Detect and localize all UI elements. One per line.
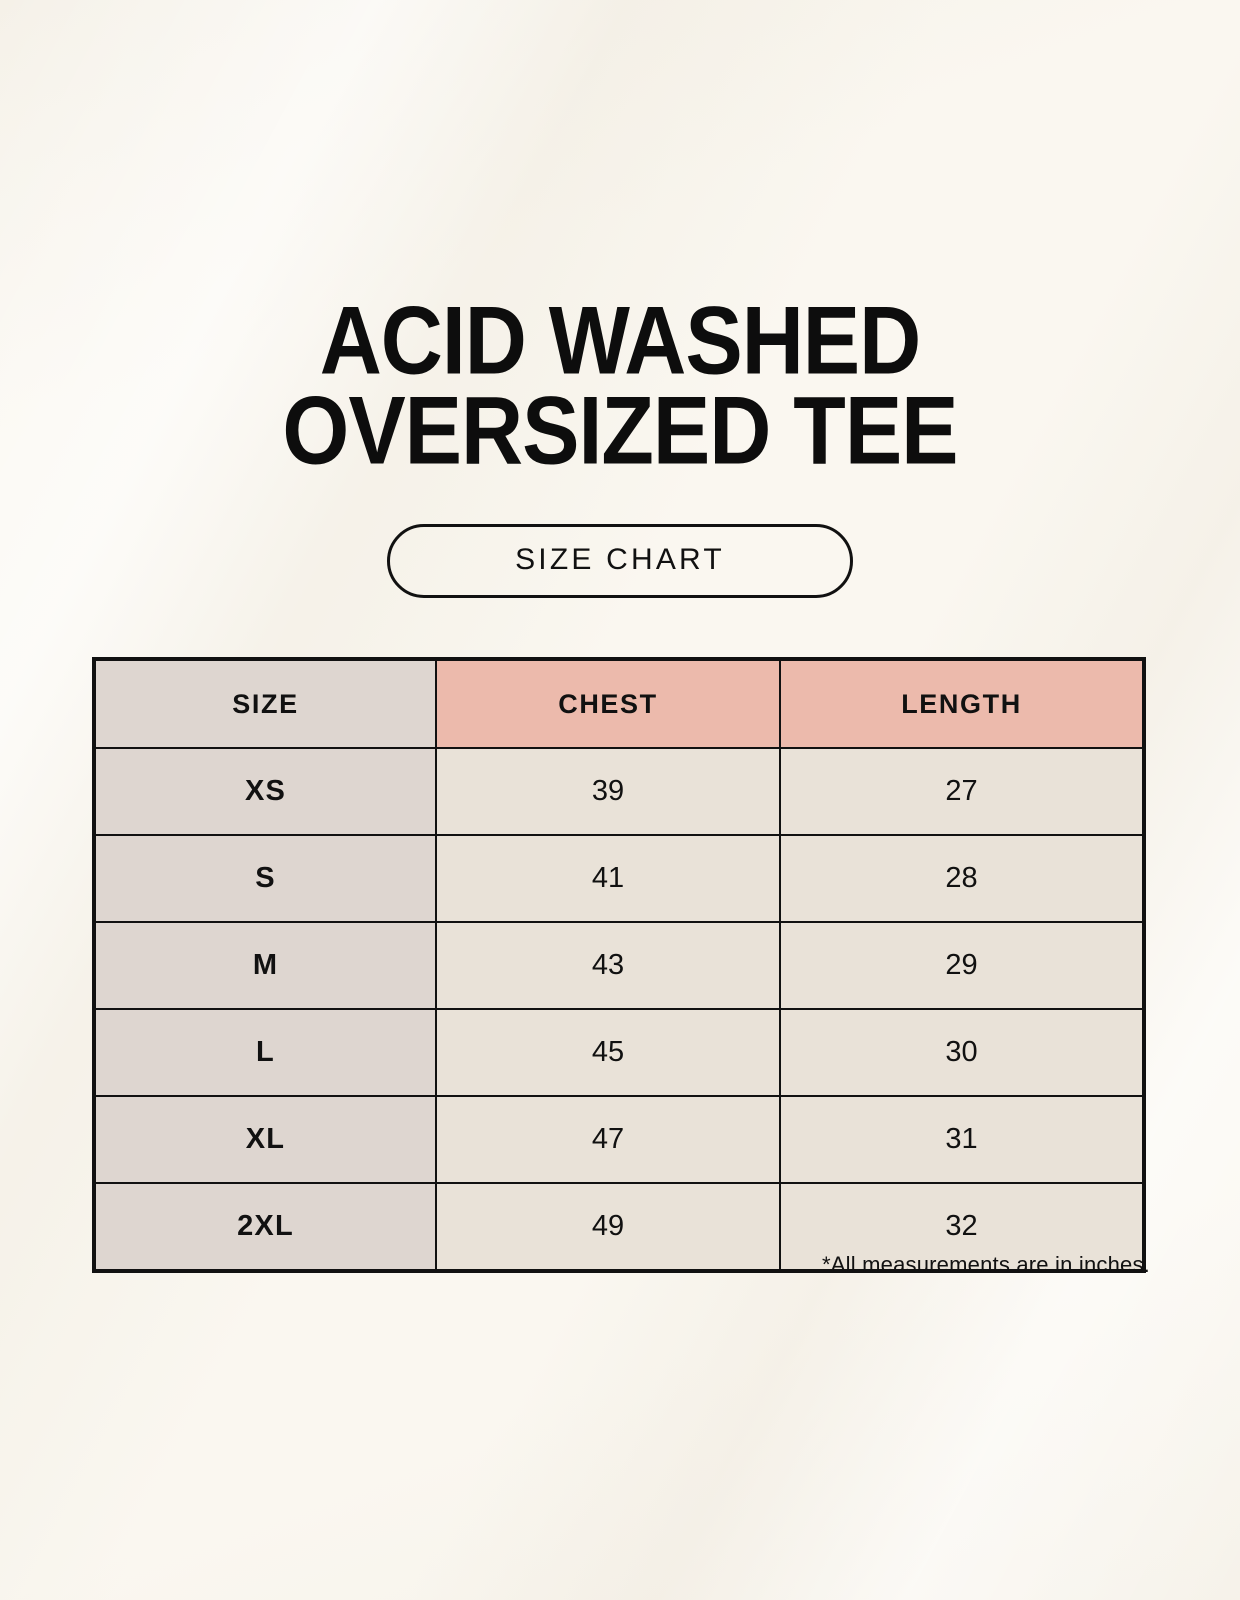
cell-chest: 47 (435, 1095, 781, 1184)
title-line-1: ACID WASHED (319, 287, 922, 395)
size-chart-badge: SIZE CHART (387, 524, 853, 598)
size-table-body: XS 39 27 S 41 28 M 43 29 L 45 30 (93, 747, 1145, 1272)
cell-size: L (93, 1008, 437, 1097)
cell-size: XL (93, 1095, 437, 1184)
size-table-head: SIZE CHEST LENGTH (93, 658, 1145, 749)
cell-length: 28 (779, 834, 1145, 923)
size-chart-badge-container: SIZE CHART (0, 524, 1240, 598)
cell-size: S (93, 834, 437, 923)
cell-chest: 49 (435, 1182, 781, 1272)
page-title: ACID WASHED OVERSIZED TEE (0, 287, 1240, 479)
table-row: XS 39 27 (93, 747, 1145, 836)
size-table-container: SIZE CHEST LENGTH XS 39 27 S 41 28 M (92, 657, 1146, 1273)
cell-chest: 43 (435, 921, 781, 1010)
table-row: S 41 28 (93, 834, 1145, 923)
column-header-size: SIZE (93, 658, 437, 749)
cell-chest: 45 (435, 1008, 781, 1097)
cell-size: M (93, 921, 437, 1010)
cell-length: 29 (779, 921, 1145, 1010)
cell-chest: 41 (435, 834, 781, 923)
measurements-footnote: *All measurements are in inches. (822, 1252, 1150, 1277)
cell-chest: 39 (435, 747, 781, 836)
cell-length: 32 (779, 1182, 1145, 1272)
cell-length: 27 (779, 747, 1145, 836)
table-row: 2XL 49 32 (93, 1182, 1145, 1272)
cell-size: 2XL (93, 1182, 437, 1272)
title-line-2: OVERSIZED TEE (282, 377, 958, 485)
table-header-row: SIZE CHEST LENGTH (93, 658, 1145, 749)
table-row: L 45 30 (93, 1008, 1145, 1097)
table-row: XL 47 31 (93, 1095, 1145, 1184)
column-header-chest: CHEST (435, 658, 781, 749)
cell-size: XS (93, 747, 437, 836)
cell-length: 31 (779, 1095, 1145, 1184)
cell-length: 30 (779, 1008, 1145, 1097)
table-row: M 43 29 (93, 921, 1145, 1010)
size-table: SIZE CHEST LENGTH XS 39 27 S 41 28 M (92, 657, 1146, 1273)
column-header-length: LENGTH (779, 658, 1145, 749)
